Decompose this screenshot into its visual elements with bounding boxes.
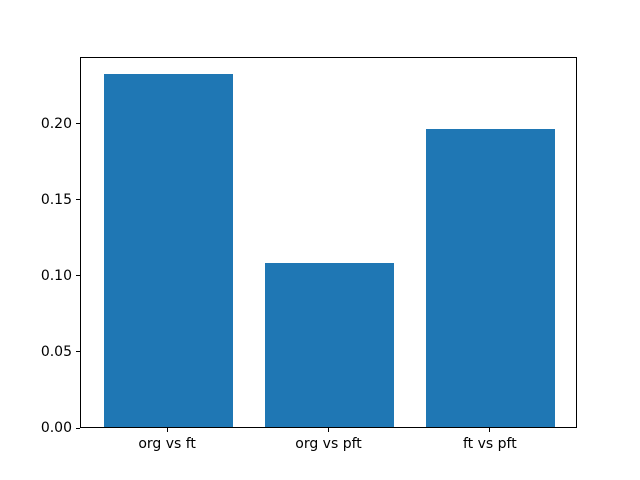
x-tick-mark bbox=[328, 428, 329, 432]
y-tick-label: 0.10 bbox=[40, 267, 72, 284]
bar-org-vs-pft bbox=[264, 262, 395, 427]
y-tick-mark bbox=[76, 199, 80, 201]
plot-area bbox=[80, 57, 577, 428]
x-tick-label: ft vs pft bbox=[463, 436, 517, 452]
y-tick-mark bbox=[76, 351, 80, 353]
y-tick-label: 0.20 bbox=[40, 115, 72, 132]
y-tick-label: 0.05 bbox=[40, 343, 72, 360]
x-tick-mark bbox=[166, 428, 168, 432]
y-tick-label: 0.15 bbox=[40, 191, 72, 208]
y-tick-mark bbox=[76, 427, 80, 429]
bar-org-vs-ft bbox=[103, 74, 233, 427]
x-tick-mark bbox=[489, 428, 491, 432]
x-tick-label: org vs ft bbox=[138, 436, 196, 452]
y-tick-mark bbox=[76, 123, 80, 125]
y-tick-label: 0.00 bbox=[40, 420, 72, 436]
y-tick-mark bbox=[76, 275, 80, 277]
x-tick-label: org vs pft bbox=[295, 436, 362, 452]
bar-ft-vs-pft bbox=[426, 128, 556, 427]
